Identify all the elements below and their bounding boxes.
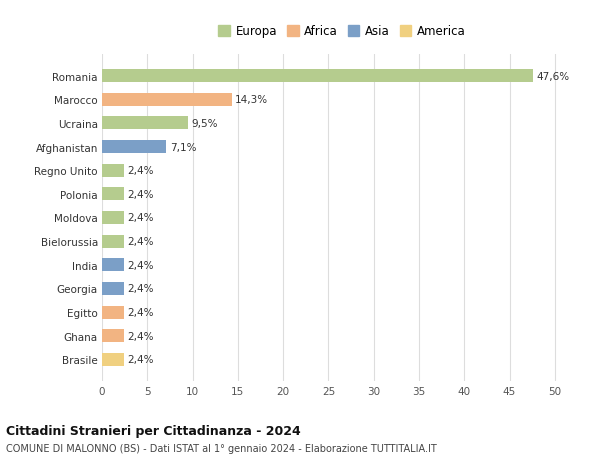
Text: 9,5%: 9,5%: [191, 118, 218, 129]
Bar: [102, 188, 124, 201]
Bar: [102, 306, 124, 319]
Text: 2,4%: 2,4%: [127, 260, 154, 270]
Text: 14,3%: 14,3%: [235, 95, 268, 105]
Text: Cittadini Stranieri per Cittadinanza - 2024: Cittadini Stranieri per Cittadinanza - 2…: [6, 424, 301, 437]
Text: 47,6%: 47,6%: [537, 72, 570, 81]
Bar: [102, 141, 166, 154]
Text: 2,4%: 2,4%: [127, 237, 154, 246]
Text: COMUNE DI MALONNO (BS) - Dati ISTAT al 1° gennaio 2024 - Elaborazione TUTTITALIA: COMUNE DI MALONNO (BS) - Dati ISTAT al 1…: [6, 443, 437, 453]
Bar: [102, 330, 124, 342]
Text: 2,4%: 2,4%: [127, 166, 154, 176]
Text: 2,4%: 2,4%: [127, 284, 154, 294]
Bar: [102, 282, 124, 295]
Bar: [102, 94, 232, 106]
Text: 2,4%: 2,4%: [127, 308, 154, 318]
Bar: [102, 212, 124, 224]
Text: 2,4%: 2,4%: [127, 331, 154, 341]
Bar: [102, 164, 124, 177]
Bar: [102, 353, 124, 366]
Text: 7,1%: 7,1%: [170, 142, 196, 152]
Text: 2,4%: 2,4%: [127, 213, 154, 223]
Bar: [102, 235, 124, 248]
Bar: [102, 117, 188, 130]
Bar: [102, 259, 124, 272]
Text: 2,4%: 2,4%: [127, 355, 154, 364]
Legend: Europa, Africa, Asia, America: Europa, Africa, Asia, America: [215, 22, 470, 42]
Text: 2,4%: 2,4%: [127, 190, 154, 199]
Bar: [102, 70, 533, 83]
